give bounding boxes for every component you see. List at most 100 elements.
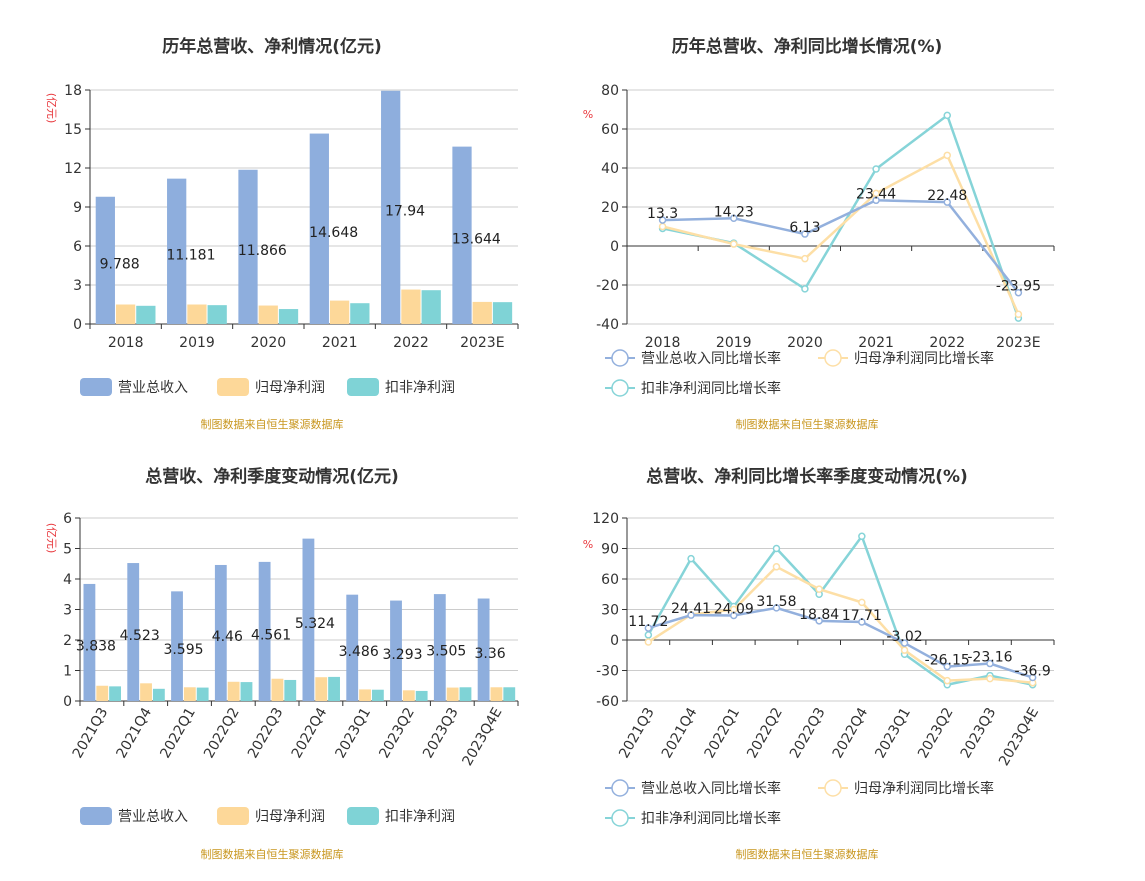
y-tick-label: 40 <box>601 161 619 177</box>
series-line <box>662 199 1020 294</box>
bar <box>140 683 152 701</box>
y-tick-label: 0 <box>63 694 72 710</box>
bar <box>390 600 402 701</box>
x-tick-label: 2020 <box>251 335 287 351</box>
data-point <box>730 240 738 248</box>
bar <box>302 538 315 701</box>
x-tick-label: 2021Q3 <box>616 705 658 761</box>
y-tick-label: 5 <box>63 542 72 558</box>
legend-swatch <box>80 378 112 396</box>
source-note: 制图数据来自恒生聚源数据库 <box>201 847 344 861</box>
x-tick-label: 2019 <box>179 335 215 351</box>
data-point <box>900 646 909 654</box>
data-point <box>943 676 951 685</box>
data-point <box>658 216 667 224</box>
data-point <box>858 598 866 607</box>
series-line <box>647 606 1034 679</box>
data-point <box>943 662 951 671</box>
data-point <box>687 554 695 563</box>
data-point <box>1028 673 1037 682</box>
y-axis-unit: % <box>583 538 593 551</box>
data-point <box>900 639 909 647</box>
y-tick-label: 12 <box>64 161 82 177</box>
x-tick-label: 2022Q1 <box>157 705 199 761</box>
data-label: 3.293 <box>382 647 422 663</box>
bar <box>115 304 136 324</box>
legend-label: 扣非净利润同比增长率 <box>641 380 781 397</box>
legend-label: 营业总收入 <box>118 809 188 825</box>
data-point <box>801 254 809 263</box>
annual-growth-line-chart: 历年总营收、净利同比增长情况(%)% -40 -20 0 20 40 60 80 2018 201… <box>583 36 1055 431</box>
data-point <box>644 631 653 639</box>
data-point <box>644 624 653 632</box>
data-label: 11.866 <box>238 243 287 259</box>
bar <box>227 681 240 701</box>
legend-label: 营业总收入同比增长率 <box>641 780 781 797</box>
legend-marker <box>611 379 629 397</box>
x-tick-label: 2018 <box>108 335 144 351</box>
x-tick-label: 2023Q1 <box>333 705 375 761</box>
x-tick-label: 2022Q2 <box>201 705 243 761</box>
legend-marker <box>611 779 629 797</box>
data-point <box>943 198 951 206</box>
bar <box>446 687 459 701</box>
data-label: 5.324 <box>295 616 335 632</box>
x-tick-label: 2021Q4 <box>659 705 701 761</box>
data-point <box>1014 288 1023 297</box>
bar <box>271 678 284 701</box>
data-label: 14.648 <box>309 225 358 241</box>
legend-label: 扣非净利润同比增长率 <box>641 810 781 827</box>
bar <box>490 687 503 701</box>
data-label: -3.02 <box>886 629 922 645</box>
bar <box>381 90 401 324</box>
bar <box>95 196 115 324</box>
data-point <box>815 585 823 593</box>
x-tick-label: 2022 <box>929 335 965 351</box>
x-tick-label: 2019 <box>716 335 752 351</box>
legend-swatch <box>347 807 379 825</box>
bar <box>503 687 516 701</box>
data-point <box>986 659 994 668</box>
data-label: 3.595 <box>163 642 203 658</box>
data-label: 17.94 <box>385 203 425 219</box>
legend-label: 归母净利润 <box>255 808 325 825</box>
bar <box>240 682 253 701</box>
source-note: 制图数据来自恒生聚源数据库 <box>736 417 879 431</box>
bar <box>238 169 258 324</box>
bar <box>278 309 299 324</box>
bar <box>207 305 227 324</box>
data-label: 3.36 <box>475 646 506 662</box>
y-tick-label: 60 <box>601 122 619 138</box>
y-tick-label: 60 <box>601 572 619 588</box>
data-label: 31.58 <box>756 594 796 610</box>
x-tick-label: 2023Q2 <box>376 705 418 761</box>
chart-title: 总营收、净利季度变动情况(亿元) <box>145 466 399 487</box>
y-tick-label: 1 <box>63 664 72 680</box>
x-tick-label: 2021Q3 <box>70 705 112 761</box>
data-label: 14.23 <box>714 204 754 220</box>
y-tick-label: 80 <box>601 83 619 99</box>
bar <box>359 689 371 701</box>
x-tick-label: 2023Q3 <box>958 705 1000 761</box>
data-point <box>815 617 823 625</box>
x-tick-label: 2021Q4 <box>114 705 156 761</box>
x-tick-label: 2023Q4E <box>996 705 1042 769</box>
x-tick-label: 2022Q4 <box>289 705 331 761</box>
y-tick-label: -60 <box>596 694 619 710</box>
bar <box>258 305 278 324</box>
y-tick-label: 90 <box>601 542 619 558</box>
legend-marker <box>824 779 842 797</box>
x-tick-label: 2022Q2 <box>744 705 786 761</box>
data-label: 13.3 <box>647 206 678 222</box>
y-tick-label: 20 <box>601 200 619 216</box>
y-tick-label: 6 <box>63 511 72 527</box>
series-line <box>662 153 1020 315</box>
bar <box>346 594 359 701</box>
bar <box>350 303 370 324</box>
data-point <box>772 563 781 571</box>
bar <box>472 301 492 324</box>
legend-swatch <box>80 807 112 825</box>
data-label: -23.95 <box>996 279 1041 295</box>
data-label: 24.09 <box>714 602 754 618</box>
bar <box>415 690 428 701</box>
